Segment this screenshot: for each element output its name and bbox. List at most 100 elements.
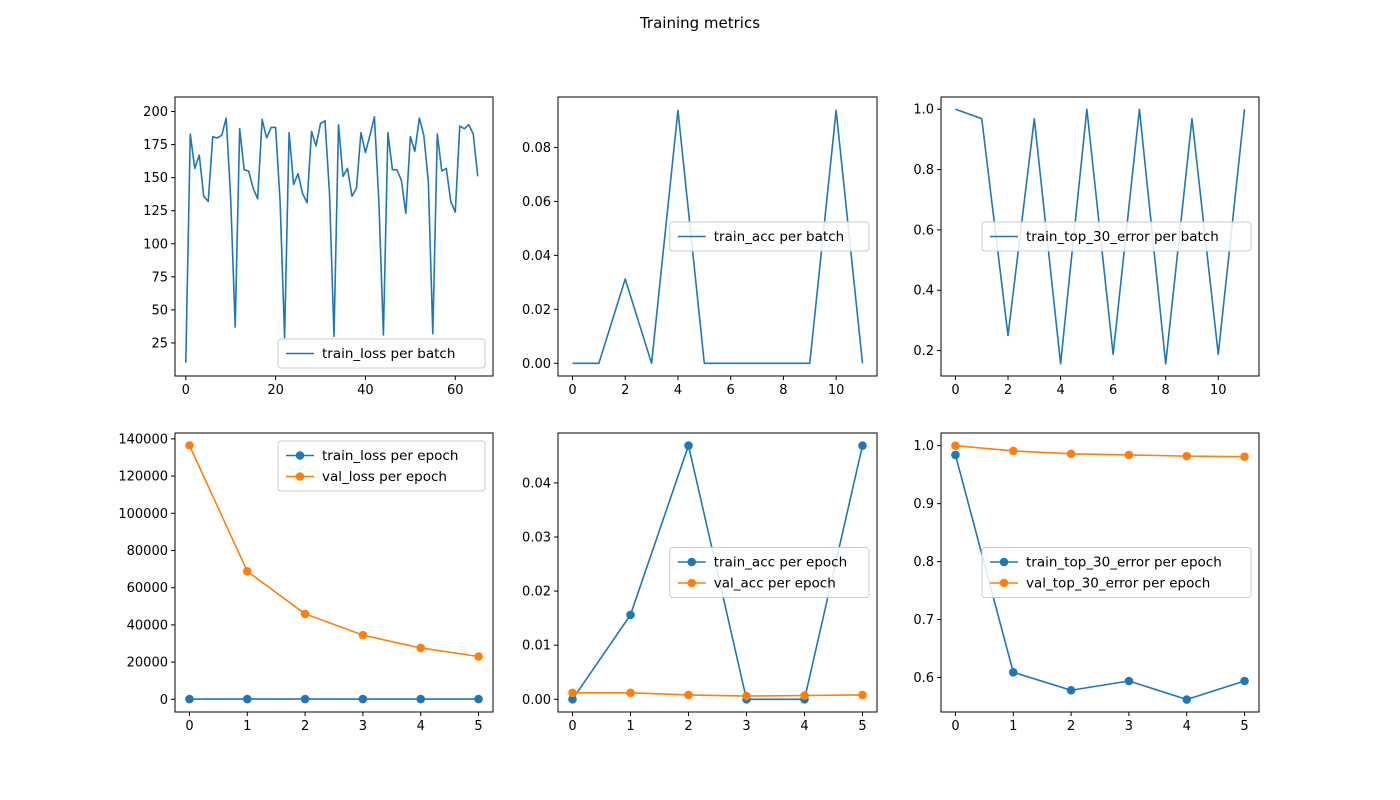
x-tick-label: 0	[951, 719, 959, 734]
x-tick-label: 3	[1125, 719, 1133, 734]
axes-frame	[174, 96, 494, 377]
x-tick-label: 6	[1109, 383, 1117, 398]
y-tick-label: 0.02	[522, 303, 551, 318]
x-tick-label: 3	[359, 719, 367, 734]
data-point	[358, 630, 368, 640]
x-tick-label: 4	[674, 383, 682, 398]
series-line	[188, 445, 479, 658]
axes-frame	[174, 432, 494, 713]
y-tick-label: 0	[160, 693, 168, 708]
y-tick-label: 0.00	[522, 693, 551, 708]
legend-marker	[999, 578, 1009, 588]
subplot-6: 0 1 2 3 4 5 0.6 0.7 0.8 0.9 1.0 train_top_30_error …	[913, 432, 1260, 734]
y-tick-label: 200	[143, 105, 168, 120]
data-point	[474, 652, 483, 661]
data-point	[1066, 449, 1076, 459]
subplot-4: 0 1 2 3 4 5 0 20000 40000 60000 80000 100000 120000 1…	[118, 432, 494, 734]
legend-label: train_top_30_error per epoch	[1026, 555, 1222, 571]
legend-marker	[687, 557, 697, 567]
legend: train_acc per batch	[669, 221, 870, 252]
figure-title: Training metrics	[639, 14, 760, 32]
data-point	[1124, 676, 1134, 686]
x-tick-label: 1	[1009, 719, 1017, 734]
x-tick-label: 0	[182, 383, 190, 398]
legend-box	[981, 221, 1252, 252]
y-tick-label: 0.02	[522, 585, 551, 600]
x-tick-label: 2	[684, 719, 692, 734]
y-tick-label: 0.00	[522, 357, 551, 372]
y-tick-label: 0.9	[913, 497, 934, 512]
data-point	[1124, 450, 1134, 460]
data-point	[626, 610, 635, 620]
x-tick-label: 0	[185, 719, 193, 734]
series-val-acc-per-epoch	[568, 688, 867, 701]
y-tick-label: 1.0	[913, 103, 934, 118]
legend: train_loss per batch	[277, 338, 486, 369]
data-point	[185, 694, 194, 704]
data-point	[416, 694, 426, 704]
x-tick-label: 3	[742, 719, 750, 734]
legend-box	[277, 338, 486, 369]
data-point	[1066, 685, 1076, 695]
legend-label: train_acc per epoch	[714, 555, 847, 571]
legend-label: train_loss per epoch	[322, 448, 458, 464]
data-point	[742, 691, 751, 701]
y-tick-label: 0.4	[913, 284, 934, 299]
x-tick-label: 4	[417, 719, 425, 734]
x-tick-label: 60	[447, 383, 464, 398]
data-point	[568, 688, 577, 698]
subplot-1: 0 20 40 60 25 50 75 100 125 150 175 200 train_loss p…	[143, 96, 494, 398]
y-tick-label: 20000	[127, 656, 168, 671]
x-tick-label: 4	[1183, 719, 1191, 734]
legend-box	[669, 221, 870, 252]
y-tick-label: 0.8	[913, 163, 934, 178]
subplot-3: 0 2 4 6 8 10 0.2 0.4 0.6 0.8 1.0 train_top_30_error…	[913, 96, 1260, 398]
legend-label: train_acc per batch	[714, 229, 844, 245]
series-train-acc-per-batch	[572, 109, 864, 365]
subplot-5: 0 1 2 3 4 5 0.00 0.01 0.02 0.03 0.04 train_acc per …	[522, 432, 878, 734]
y-tick-label: 50	[151, 303, 168, 318]
y-tick-label: 0.01	[522, 639, 551, 654]
x-tick-label: 2	[1004, 383, 1012, 398]
data-point	[242, 694, 252, 704]
y-tick-label: 0.7	[913, 613, 934, 628]
x-tick-label: 8	[779, 383, 787, 398]
legend: train_acc per epoch val_acc per epoch	[669, 547, 870, 598]
data-point	[684, 441, 693, 450]
series-line	[954, 454, 1245, 701]
series-val-top-30-error-per-epoch	[951, 441, 1249, 462]
series-train-loss-per-epoch	[185, 694, 483, 704]
y-tick-label: 0.6	[913, 223, 934, 238]
y-tick-label: 1.0	[913, 439, 934, 454]
axes-frame	[557, 432, 878, 713]
y-tick-label: 0.6	[913, 671, 934, 686]
x-tick-label: 4	[800, 719, 808, 734]
legend-marker	[999, 557, 1009, 567]
series-train-loss-per-batch	[184, 116, 479, 363]
x-tick-label: 5	[474, 719, 482, 734]
data-point	[474, 694, 483, 704]
series-line	[184, 116, 479, 363]
legend-label: val_top_30_error per epoch	[1026, 576, 1210, 592]
x-tick-label: 10	[828, 383, 845, 398]
axes-frame	[557, 96, 878, 377]
x-tick-label: 40	[357, 383, 374, 398]
data-point	[1008, 668, 1018, 677]
data-point	[800, 691, 809, 700]
data-point	[1240, 676, 1249, 686]
x-tick-label: 5	[1240, 719, 1248, 734]
x-tick-label: 2	[301, 719, 309, 734]
x-tick-label: 2	[1067, 719, 1075, 734]
data-point	[300, 694, 310, 704]
y-tick-label: 0.04	[522, 249, 551, 264]
data-point	[951, 450, 960, 460]
y-tick-label: 80000	[127, 544, 168, 559]
y-tick-label: 0.06	[522, 195, 551, 210]
series-train-top-30-error-per-epoch	[951, 450, 1249, 704]
data-point	[1008, 446, 1018, 456]
legend: train_top_30_error per epoch val_top_30_e…	[981, 547, 1252, 598]
axes-frame	[940, 432, 1260, 713]
series-line	[572, 109, 864, 365]
data-point	[626, 688, 635, 698]
